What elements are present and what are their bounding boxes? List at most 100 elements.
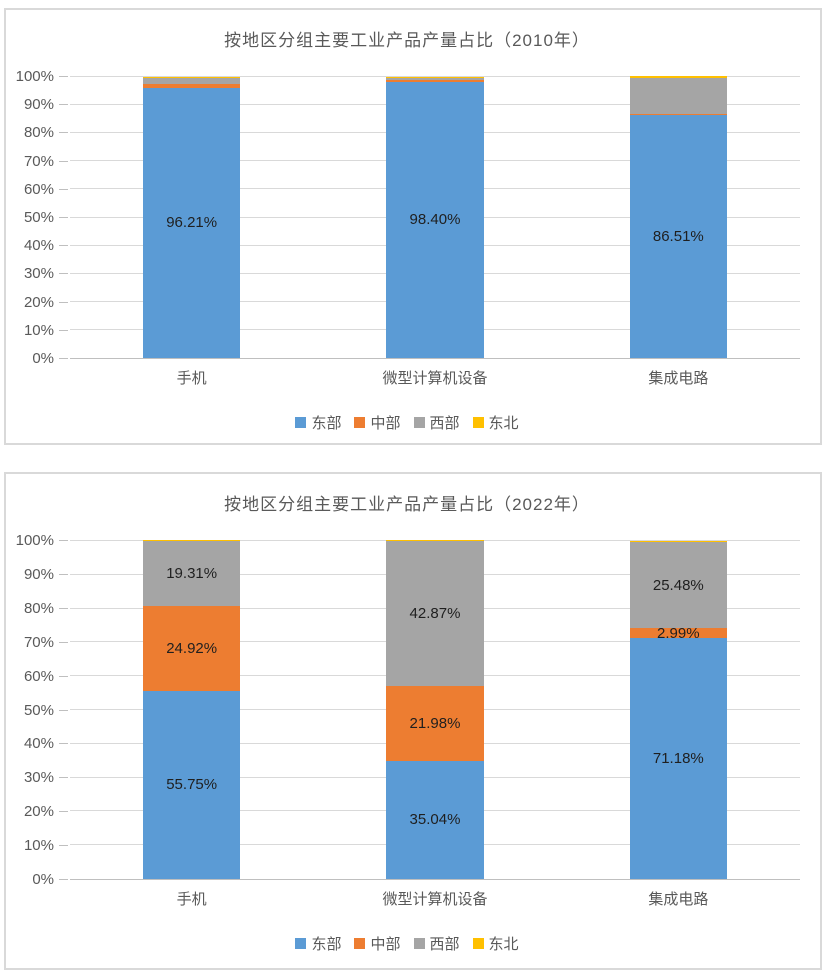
chart-title-2022: 按地区分组主要工业产品产量占比（2022年）: [224, 495, 590, 514]
data-label: 98.40%: [409, 211, 461, 229]
y-tick-mark: [59, 188, 68, 190]
bar-segment-west: 25.48%: [629, 542, 727, 629]
data-label: 2.99%: [657, 624, 700, 642]
y-tick-mark: [59, 217, 68, 218]
y-tick-mark: [59, 540, 68, 541]
bar-segment-west: 19.31%: [143, 541, 241, 607]
y-tick-mark: [59, 301, 68, 303]
y-tick-label: 10%: [23, 321, 54, 339]
bar-segment-east: 86.51%: [629, 114, 727, 358]
y-tick-label: 20%: [23, 803, 54, 821]
legend-label: 东北: [488, 936, 519, 953]
y-tick-label: 20%: [23, 293, 54, 311]
y-tick-mark: [59, 132, 68, 134]
data-label: 25.48%: [652, 576, 704, 594]
y-tick-mark: [59, 329, 68, 331]
category-label: 微型计算机设备: [382, 891, 488, 908]
legend-marker-central: [354, 417, 366, 428]
y-tick-label: 100%: [15, 68, 54, 85]
y-tick-label: 80%: [23, 124, 54, 142]
bar-segment-northeast: [143, 540, 241, 542]
category-label: 微型计算机设备: [382, 370, 488, 387]
y-tick-label: 70%: [23, 633, 54, 651]
stacked-bar: 86.51%: [629, 76, 727, 358]
chart-panel-2010: 按地区分组主要工业产品产量占比（2010年） 0% 10% 20% 30% 40% 50%…: [4, 8, 822, 445]
legend-marker-east: [295, 938, 307, 949]
y-tick-label: 30%: [23, 265, 54, 283]
stacked-bar: 55.75% 24.92% 19.31%: [143, 540, 241, 879]
bars-layer: 55.75% 24.92% 19.31% 35.04% 21.98% 42.87% 71.1…: [70, 540, 800, 879]
legend-marker-west: [413, 938, 425, 949]
bar-slot: 35.04% 21.98% 42.87%: [313, 540, 556, 879]
stacked-bar-chart-2022: 0% 10% 20% 30% 40% 50% 60% 70% 80% 90% 100% 55.75%…: [14, 533, 800, 954]
stacked-bar-chart-2010: 0% 10% 20% 30% 40% 50% 60% 70% 80% 90% 100% 96.21%…: [14, 69, 800, 433]
y-axis: 0% 10% 20% 30% 40% 50% 60% 70% 80% 90% 100%: [14, 69, 70, 367]
y-axis: 0% 10% 20% 30% 40% 50% 60% 70% 80% 90% 100%: [14, 533, 70, 888]
legend-marker-west: [413, 417, 425, 428]
y-tick-mark: [59, 607, 68, 609]
legend-label: 西部: [429, 936, 460, 953]
y-tick-label: 10%: [23, 837, 54, 855]
bar-slot: 86.51%: [557, 76, 800, 358]
legend-marker-northeast: [472, 938, 484, 949]
bar-segment-central: 2.99%: [629, 625, 727, 642]
y-tick-mark: [59, 845, 68, 847]
y-tick-label: 90%: [23, 565, 54, 583]
y-tick-mark: [59, 573, 68, 575]
bar-slot: 55.75% 24.92% 19.31%: [70, 540, 313, 879]
legend-item-west: 西部: [413, 412, 460, 433]
bar-segment-central: [629, 113, 727, 115]
category-label: 集成电路: [648, 370, 709, 387]
y-tick-mark: [59, 76, 68, 77]
y-tick-mark: [59, 743, 68, 745]
y-tick-label: 0%: [32, 871, 54, 888]
data-label: 42.87%: [409, 605, 461, 623]
data-label: 35.04%: [409, 811, 461, 829]
y-tick-label: 80%: [23, 599, 54, 617]
bar-slot: 71.18% 2.99% 25.48%: [557, 541, 800, 879]
y-tick-label: 40%: [23, 735, 54, 753]
y-tick-mark: [59, 879, 68, 880]
chart-panel-2022: 按地区分组主要工业产品产量占比（2022年） 0% 10% 20% 30% 40% 50%…: [4, 472, 822, 970]
y-tick-mark: [59, 245, 68, 247]
y-tick-mark: [59, 675, 68, 677]
y-tick-label: 60%: [23, 667, 54, 685]
y-tick-mark: [59, 104, 68, 106]
gridline: [70, 76, 800, 77]
legend: 东部 中部 西部 东北: [14, 933, 800, 954]
data-label: 96.21%: [166, 214, 218, 232]
plot-area: 55.75% 24.92% 19.31% 35.04% 21.98% 42.87% 71.1…: [70, 540, 800, 880]
bar-segment-central: [143, 83, 241, 88]
data-label: 55.75%: [166, 776, 218, 794]
stacked-bar: 98.40%: [386, 77, 484, 358]
bar-segment-northeast: [386, 540, 484, 542]
legend-item-northeast: 东北: [472, 933, 519, 954]
y-tick-label: 50%: [23, 209, 54, 226]
bar-slot: 96.21%: [70, 77, 313, 358]
data-label: 86.51%: [652, 227, 704, 245]
data-label: 71.18%: [652, 750, 704, 768]
bar-segment-central: 24.92%: [143, 606, 241, 691]
bar-segment-central: [386, 79, 484, 82]
legend-label: 东北: [488, 415, 519, 432]
stacked-bar: 96.21%: [143, 77, 241, 358]
x-axis: 手机 微型计算机设备 集成电路: [70, 888, 800, 909]
y-tick-label: 90%: [23, 96, 54, 114]
legend-item-west: 西部: [413, 933, 460, 954]
bars-layer: 96.21% 98.40% 86.51%: [70, 76, 800, 358]
y-tick-label: 40%: [23, 237, 54, 255]
legend-marker-central: [354, 938, 366, 949]
chart-title-2010: 按地区分组主要工业产品产量占比（2010年）: [224, 31, 590, 50]
legend-item-central: 中部: [354, 412, 401, 433]
data-label: 24.92%: [166, 639, 218, 657]
legend: 东部 中部 西部 东北: [14, 412, 800, 433]
legend-item-northeast: 东北: [472, 412, 519, 433]
category-label: 手机: [176, 370, 207, 387]
legend-label: 东部: [311, 415, 342, 432]
legend-marker-northeast: [472, 417, 484, 428]
chart-grid: 0% 10% 20% 30% 40% 50% 60% 70% 80% 90% 100% 55.75%…: [14, 533, 800, 888]
bar-segment-east: 98.40%: [386, 81, 484, 358]
y-tick-mark: [59, 273, 68, 275]
y-tick-label: 60%: [23, 180, 54, 198]
